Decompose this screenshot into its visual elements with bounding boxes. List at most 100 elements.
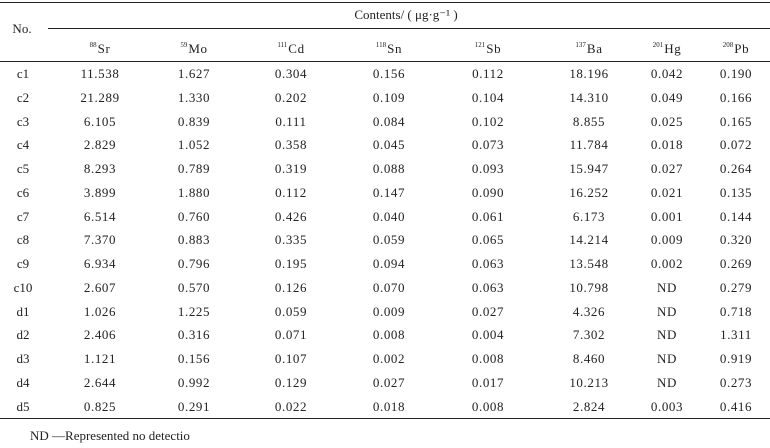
value-cell-mo: 0.796 — [177, 256, 211, 271]
value-cell-sn: 0.059 — [372, 232, 406, 248]
value-cell-ba: 15.947 — [569, 161, 609, 176]
value-cell-ba: 13.548 — [569, 256, 609, 271]
value-cell-cd: 0.195 — [274, 256, 308, 271]
value-cell-mo: 1.052 — [177, 137, 211, 153]
value-cell-sn: 0.156 — [372, 66, 406, 81]
value-cell-sn: 0.009 — [372, 303, 406, 319]
value-cell-mo: 0.570 — [177, 279, 211, 295]
column-header-hg: 201Hg — [653, 37, 682, 57]
value-cell-sb: 0.090 — [471, 184, 505, 200]
element-symbol: Sn — [387, 41, 403, 56]
value-cell-sn: 0.070 — [372, 279, 406, 295]
value-cell-ba: 8.855 — [572, 113, 606, 129]
value-cell-pb: 0.135 — [719, 184, 753, 200]
value-cell-hg: ND — [657, 303, 677, 319]
value-cell-pb: 0.919 — [719, 351, 753, 366]
value-cell-ba: 11.784 — [569, 137, 609, 153]
bottom-rule — [0, 418, 770, 419]
value-cell-ba: 7.302 — [572, 327, 606, 343]
value-cell-ba: 14.214 — [569, 232, 609, 248]
value-cell-hg: 0.021 — [650, 184, 684, 200]
value-cell-sn: 0.084 — [372, 113, 406, 129]
value-cell-sb: 0.073 — [471, 137, 505, 153]
value-cell-mo: 1.627 — [177, 66, 211, 81]
value-cell-mo: 0.992 — [177, 374, 211, 390]
value-cell-sn: 0.088 — [372, 161, 406, 176]
value-cell-cd: 0.319 — [274, 161, 308, 176]
value-cell-sr: 1.026 — [83, 303, 117, 319]
value-cell-sr: 2.829 — [83, 137, 117, 153]
value-cell-cd: 0.107 — [274, 351, 308, 366]
value-cell-pb: 0.416 — [719, 398, 753, 414]
element-symbol: Cd — [288, 41, 305, 56]
value-cell-pb: 1.311 — [720, 327, 752, 343]
value-cell-pb: 0.144 — [719, 208, 753, 224]
value-cell-hg: 0.009 — [650, 232, 684, 248]
isotope-mass: 88 — [89, 41, 97, 49]
row-id: c6 — [16, 184, 30, 200]
row-id: d4 — [16, 374, 30, 390]
column-header-sr: 88Sr — [90, 37, 111, 57]
element-symbol: Sr — [97, 41, 111, 56]
value-cell-sn: 0.027 — [372, 374, 406, 390]
value-cell-sr: 2.644 — [83, 374, 117, 390]
value-cell-pb: 0.165 — [719, 113, 753, 129]
value-cell-cd: 0.126 — [274, 279, 308, 295]
value-cell-sr: 6.514 — [83, 208, 117, 224]
column-header-pb: 208Pb — [723, 37, 749, 57]
value-cell-sb: 0.017 — [471, 374, 505, 390]
value-cell-mo: 0.789 — [177, 161, 211, 176]
value-cell-mo: 1.330 — [177, 89, 211, 105]
value-cell-pb: 0.320 — [719, 232, 753, 248]
row-id: c9 — [16, 256, 30, 271]
value-cell-hg: ND — [657, 279, 677, 295]
value-cell-cd: 0.059 — [274, 303, 308, 319]
column-header-ba: 137Ba — [575, 37, 602, 57]
value-cell-cd: 0.111 — [275, 113, 307, 129]
value-cell-sb: 0.065 — [471, 232, 505, 248]
value-cell-sr: 2.607 — [83, 279, 117, 295]
value-cell-hg: ND — [657, 327, 677, 343]
value-cell-sr: 0.825 — [83, 398, 117, 414]
value-cell-sb: 0.112 — [472, 66, 504, 81]
value-cell-pb: 0.166 — [719, 89, 753, 105]
value-cell-cd: 0.129 — [274, 374, 308, 390]
value-cell-ba: 18.196 — [569, 66, 609, 81]
value-cell-pb: 0.072 — [719, 137, 753, 153]
value-cell-sr: 2.406 — [83, 327, 117, 343]
value-cell-pb: 0.718 — [719, 303, 753, 319]
value-cell-cd: 0.202 — [274, 89, 308, 105]
element-symbol: Sb — [486, 41, 502, 56]
value-cell-ba: 8.460 — [572, 351, 606, 366]
value-cell-sb: 0.061 — [471, 208, 505, 224]
value-cell-sn: 0.040 — [372, 208, 406, 224]
row-id: d3 — [16, 351, 30, 366]
isotope-mass: 118 — [375, 41, 387, 49]
element-symbol: Hg — [664, 41, 682, 56]
value-cell-sn: 0.002 — [372, 351, 406, 366]
value-cell-sr: 11.538 — [80, 66, 120, 81]
value-cell-mo: 0.156 — [177, 351, 211, 366]
value-cell-sb: 0.063 — [471, 256, 505, 271]
value-cell-sr: 6.934 — [83, 256, 117, 271]
value-cell-ba: 6.173 — [572, 208, 606, 224]
value-cell-hg: 0.018 — [650, 137, 684, 153]
row-id: c2 — [16, 89, 30, 105]
column-header-sn: 118Sn — [376, 37, 402, 57]
isotope-mass: 201 — [652, 41, 664, 49]
value-cell-sb: 0.004 — [471, 327, 505, 343]
row-id: d2 — [16, 327, 30, 343]
row-id: c10 — [13, 279, 33, 295]
row-id: c1 — [16, 66, 30, 81]
value-cell-sn: 0.018 — [372, 398, 406, 414]
group-header-rule — [48, 28, 770, 29]
value-cell-mo: 0.760 — [177, 208, 211, 224]
element-symbol: Pb — [734, 41, 750, 56]
row-id: c3 — [16, 113, 30, 129]
value-cell-mo: 1.225 — [177, 303, 211, 319]
value-cell-hg: ND — [657, 351, 677, 366]
value-cell-ba: 16.252 — [569, 184, 609, 200]
value-cell-cd: 0.022 — [274, 398, 308, 414]
value-cell-sn: 0.008 — [372, 327, 406, 343]
value-cell-sb: 0.008 — [471, 398, 505, 414]
